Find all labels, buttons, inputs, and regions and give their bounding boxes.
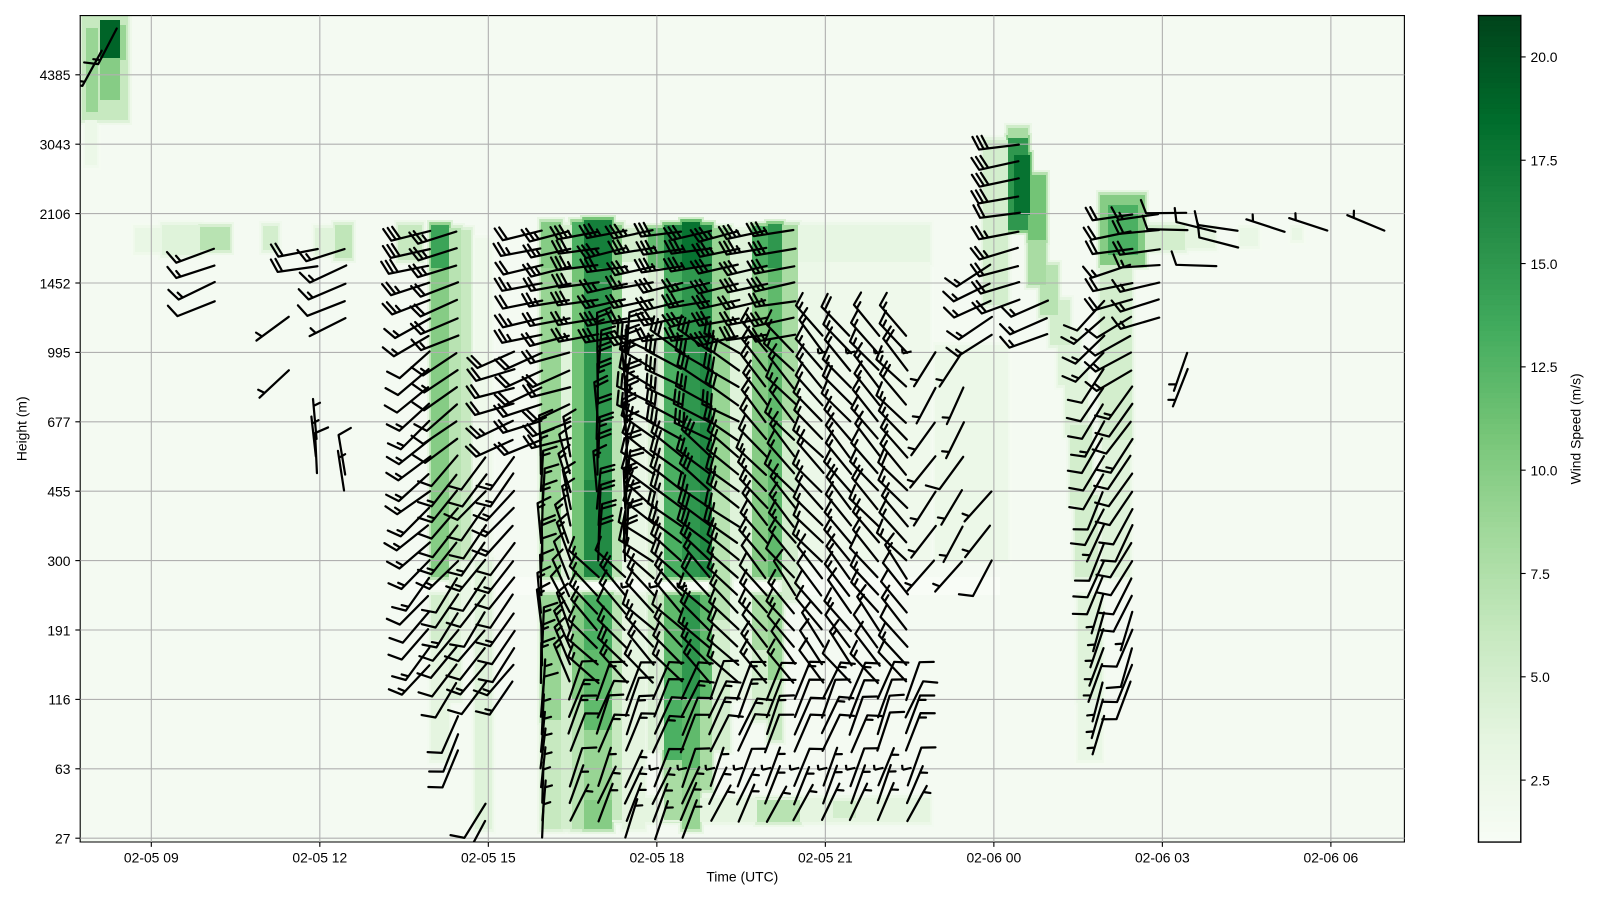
svg-text:677: 677	[47, 414, 70, 430]
svg-text:7.5: 7.5	[1531, 566, 1551, 582]
svg-text:02-05 12: 02-05 12	[292, 849, 347, 865]
svg-text:2.5: 2.5	[1531, 772, 1551, 788]
svg-text:300: 300	[47, 553, 70, 569]
svg-text:12.5: 12.5	[1531, 359, 1558, 375]
svg-text:Height (m): Height (m)	[14, 396, 30, 461]
svg-text:Time (UTC): Time (UTC)	[706, 868, 778, 884]
svg-text:2106: 2106	[40, 206, 71, 222]
svg-text:995: 995	[47, 345, 70, 361]
svg-text:02-06 03: 02-06 03	[1135, 849, 1190, 865]
svg-text:02-06 00: 02-06 00	[966, 849, 1021, 865]
svg-text:191: 191	[47, 622, 70, 638]
svg-text:17.5: 17.5	[1531, 153, 1558, 169]
svg-text:5.0: 5.0	[1531, 669, 1551, 685]
svg-text:02-05 15: 02-05 15	[461, 849, 516, 865]
svg-text:10.0: 10.0	[1531, 462, 1558, 478]
svg-text:63: 63	[55, 761, 71, 777]
svg-text:3043: 3043	[40, 136, 71, 152]
svg-text:02-05 21: 02-05 21	[798, 849, 853, 865]
svg-text:Wind Speed (m/s): Wind Speed (m/s)	[1567, 373, 1583, 484]
svg-text:02-05 09: 02-05 09	[124, 849, 179, 865]
svg-text:27: 27	[55, 830, 71, 846]
svg-text:1452: 1452	[40, 275, 71, 291]
svg-text:20.0: 20.0	[1531, 49, 1558, 65]
svg-text:02-05 18: 02-05 18	[629, 849, 684, 865]
svg-text:15.0: 15.0	[1531, 256, 1558, 272]
svg-text:455: 455	[47, 483, 70, 499]
svg-text:4385: 4385	[40, 67, 71, 83]
svg-text:02-06 06: 02-06 06	[1303, 849, 1358, 865]
svg-text:116: 116	[48, 692, 70, 708]
